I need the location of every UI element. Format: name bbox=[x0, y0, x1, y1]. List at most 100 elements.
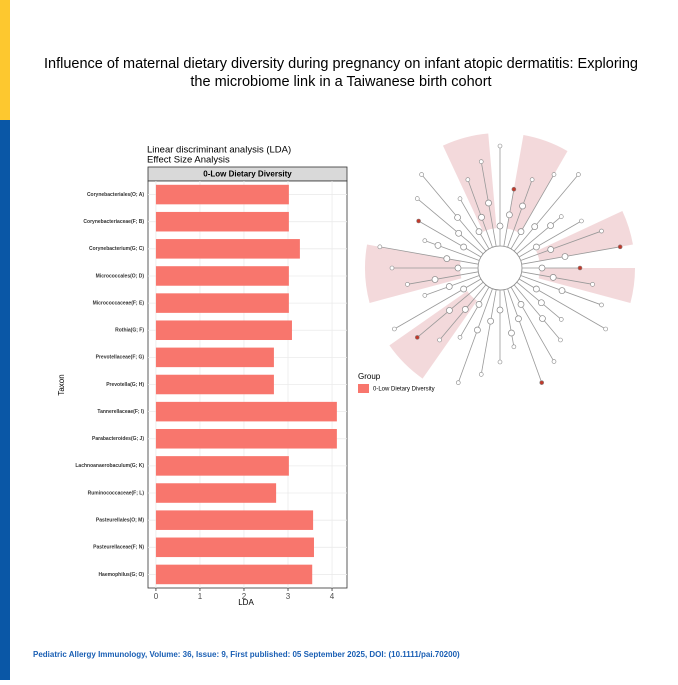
bar bbox=[155, 293, 289, 313]
clade-leaf bbox=[539, 380, 545, 385]
clade-leaf bbox=[419, 172, 424, 177]
clade-leaf bbox=[558, 317, 564, 322]
chart-title: Linear discriminant analysis (LDA) bbox=[147, 145, 291, 156]
clade-node bbox=[460, 285, 467, 293]
clade-leaf bbox=[392, 326, 397, 332]
clade-node bbox=[443, 255, 451, 262]
clade-node bbox=[455, 229, 462, 237]
bar bbox=[155, 347, 274, 368]
y-tick-label: Corynebacteriales(O; A) bbox=[87, 192, 144, 198]
clade-branch bbox=[521, 271, 593, 285]
clade-node bbox=[547, 246, 555, 253]
clade-node bbox=[460, 243, 467, 251]
bar bbox=[155, 266, 289, 286]
clade-leaf bbox=[457, 196, 463, 202]
y-tick-label: Prevotellaceae(F; G) bbox=[96, 355, 145, 361]
clade-leaf bbox=[455, 380, 461, 385]
bar bbox=[155, 510, 314, 530]
y-tick-label: Prevotella(G; H) bbox=[106, 382, 144, 388]
bar bbox=[155, 401, 337, 422]
clade-leaf bbox=[422, 293, 428, 298]
chart-title: Effect Size Analysis bbox=[147, 155, 230, 166]
clade-node bbox=[506, 211, 513, 219]
clade-node bbox=[496, 306, 504, 314]
clade-node bbox=[496, 222, 504, 230]
y-tick-label: Lachnoanaerobaculum(G; K) bbox=[75, 463, 144, 469]
clade-leaf bbox=[422, 238, 428, 243]
bar bbox=[155, 537, 314, 558]
clade-branch bbox=[516, 216, 562, 255]
clade-highlight bbox=[442, 133, 497, 232]
clade-root bbox=[477, 245, 523, 291]
clade-leaf bbox=[590, 282, 595, 287]
clade-leaf bbox=[576, 172, 581, 177]
citation: Pediatric Allergy Immunology, Volume: 36… bbox=[33, 650, 460, 659]
clade-leaf bbox=[529, 177, 535, 182]
y-tick-label: Pasteurellales(O; M) bbox=[96, 517, 144, 523]
x-tick-label: 3 bbox=[286, 592, 291, 601]
clade-branch bbox=[510, 174, 555, 250]
legend-label: 0-Low Dietary Diversity bbox=[373, 387, 435, 393]
clade-node bbox=[431, 276, 439, 283]
clade-leaf bbox=[577, 265, 583, 271]
bar bbox=[155, 239, 300, 259]
clade-branch bbox=[459, 198, 490, 250]
y-tick-label: Pasteurellaceae(F; N) bbox=[93, 545, 144, 551]
clade-branch bbox=[503, 289, 515, 347]
clade-node bbox=[517, 301, 525, 308]
clade-leaf bbox=[558, 214, 564, 219]
clade-branch bbox=[424, 240, 480, 261]
clade-branch bbox=[507, 179, 533, 248]
clade-branch bbox=[417, 198, 484, 255]
clade-leaf bbox=[465, 177, 471, 182]
clade-branch bbox=[407, 271, 479, 285]
x-axis-label: LDA bbox=[238, 598, 254, 607]
clade-node bbox=[549, 274, 557, 281]
clade-branch bbox=[520, 230, 602, 261]
clade-node bbox=[434, 242, 442, 249]
clade-node bbox=[478, 213, 485, 221]
clade-branch bbox=[521, 246, 621, 265]
clade-branch bbox=[457, 288, 493, 383]
clade-leaf bbox=[603, 326, 608, 332]
clade-leaf bbox=[377, 244, 383, 250]
clade-branch bbox=[518, 220, 582, 258]
clade-leaf bbox=[551, 359, 557, 364]
legend-key bbox=[358, 384, 369, 393]
clade-node bbox=[538, 299, 545, 307]
bar bbox=[155, 374, 274, 395]
clade-leaf bbox=[414, 196, 420, 201]
clade-branch bbox=[421, 174, 487, 252]
clade-highlight bbox=[536, 210, 633, 262]
clade-leaf bbox=[599, 228, 604, 234]
clade-node bbox=[508, 329, 515, 337]
clade-leaf bbox=[511, 186, 517, 192]
clade-node bbox=[531, 223, 539, 230]
y-tick-label: Micrococcaceae(F; E) bbox=[93, 300, 145, 306]
y-axis-label: Taxon bbox=[57, 374, 66, 395]
x-tick-label: 0 bbox=[154, 592, 159, 601]
x-tick-label: 2 bbox=[242, 592, 247, 601]
clade-highlight bbox=[364, 244, 462, 303]
clade-leaf bbox=[551, 172, 557, 177]
clade-leaf bbox=[437, 337, 442, 343]
clade-leaf bbox=[599, 302, 604, 308]
clade-node bbox=[475, 228, 483, 235]
clade-node bbox=[519, 202, 526, 210]
y-tick-label: Corynebacteriaceae(F; B) bbox=[83, 219, 144, 225]
clade-leaf bbox=[414, 335, 420, 340]
clade-node bbox=[561, 253, 569, 260]
clade-node bbox=[547, 222, 554, 229]
clade-node bbox=[533, 285, 540, 293]
clade-node bbox=[485, 199, 492, 207]
panel-label: 0-Low Dietary Diversity bbox=[203, 170, 292, 179]
accent-blue bbox=[0, 120, 10, 680]
clade-node bbox=[445, 283, 453, 290]
clade-node bbox=[517, 228, 525, 235]
clade-leaf bbox=[497, 143, 503, 149]
y-tick-label: Micrococcales(O; D) bbox=[96, 273, 145, 279]
clade-leaf bbox=[457, 334, 463, 340]
clade-branch bbox=[467, 179, 493, 248]
y-tick-label: Corynebacterium(G; C) bbox=[89, 246, 144, 252]
